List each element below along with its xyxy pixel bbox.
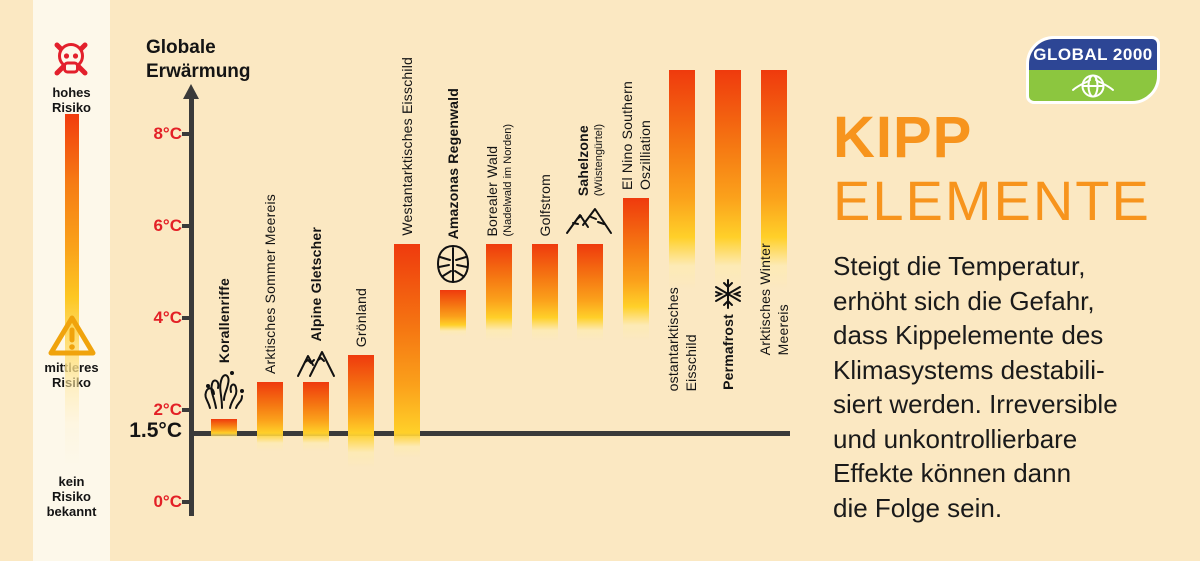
bar-sahelzone [577, 244, 603, 341]
bar-label-line: El Nino Southern [619, 80, 635, 190]
bar-label-el-nino-southern-oszilliation: El Nino Southern Oszilliation [618, 81, 654, 190]
snowflake-icon [712, 278, 744, 315]
y-tick-4 [182, 316, 189, 320]
y-tick-6 [182, 224, 189, 228]
y-tick-label-2: 2°C [153, 400, 182, 419]
bar-label-amazonas-regenwald: Amazonas Regenwald [444, 88, 462, 239]
bar-label-line: Oszilliation [637, 119, 653, 190]
risk-gradient-bar [65, 114, 79, 466]
bar-label-korallenriffe: Korallenriffe [215, 278, 233, 363]
bar-label-ostantarktisches-eisschild: ostantarktisches Eisschild [664, 287, 700, 391]
bar-label-line: Arktisches Winter [757, 243, 773, 356]
bar-label-line: Arktisches Sommer Meereis [262, 193, 278, 374]
bar-label-line: Korallenriffe [216, 277, 232, 363]
bar-label-alpine-gletscher: Alpine Gletscher [307, 227, 325, 341]
bar-alpine-gletscher [303, 382, 329, 451]
headline-elemente: ELEMENTE [833, 169, 1151, 232]
skull-crossbones-icon [48, 36, 94, 87]
monstera-leaf-icon [435, 244, 471, 289]
bar-label-borealer-wald: Borealer Wald (Nadelwald im Norden) [483, 124, 516, 237]
bar-label-golfstrom: Golfstrom [536, 174, 554, 236]
bar-label-line: Borealer Wald [484, 145, 500, 236]
bar-label-line: Amazonas Regenwald [445, 87, 461, 239]
y-tick-0 [182, 500, 189, 504]
bar-label-arktisches-sommer-meereis: Arktisches Sommer Meereis [261, 194, 279, 374]
risk-none-label: kein Risiko bekannt [46, 474, 97, 519]
logo-wordmark: GLOBAL 2000 [1029, 39, 1157, 70]
baseline-label: 1.5°C [129, 419, 182, 442]
desert-dunes-icon [565, 201, 615, 244]
bar-label-sahelzone: Sahelzone (Wüstengürtel) [574, 124, 607, 196]
risk-high-label: hohes Risiko [51, 85, 91, 115]
baseline-1-5-degrees [189, 431, 790, 436]
bar-label-sub: (Wüstengürtel) [593, 123, 605, 196]
chart-title: Globale Erwärmung [146, 37, 251, 82]
bar-label-line: Westantarktisches Eisschild [399, 57, 415, 236]
y-tick-label-4: 4°C [153, 308, 182, 327]
y-tick-label-8: 8°C [153, 124, 182, 143]
global-2000-logo: GLOBAL 2000 [1026, 36, 1160, 104]
warning-triangle-icon [47, 313, 97, 363]
y-tick-8 [182, 132, 189, 136]
bar-label-sub: (Nadelwald im Norden) [502, 123, 514, 237]
y-tick-2 [182, 408, 189, 412]
bar-amazonas-regenwald [440, 290, 466, 336]
bar-gr-nland [348, 355, 374, 468]
bar-label-permafrost: Permafrost [719, 314, 737, 390]
y-axis-arrow-icon [183, 84, 199, 99]
bar-korallenriffe [211, 419, 237, 440]
body-text: Steigt die Temperatur, erhöht sich die G… [833, 251, 1118, 523]
mountain-icon [296, 346, 336, 383]
bar-permafrost [715, 70, 741, 290]
coral-icon [202, 368, 246, 415]
bar-label-line: Grönland [353, 287, 369, 347]
logo-text: GLOBAL 2000 [1033, 44, 1153, 64]
bar-el-nino-southern-oszilliation [623, 198, 649, 341]
y-axis [189, 96, 194, 516]
y-tick-label-6: 6°C [153, 216, 182, 235]
globe-icon [1029, 70, 1157, 101]
bar-label-line: Eisschild [683, 334, 699, 392]
headline-kipp: KIPP [833, 105, 973, 170]
bar-label-line: ostantarktisches [665, 287, 681, 392]
bar-ostantarktisches-eisschild [669, 70, 695, 290]
bar-label-arktisches-winter-meereis: Arktisches Winter Meereis [756, 243, 792, 355]
bar-westantarktisches-eisschild [394, 244, 420, 458]
bar-arktisches-winter-meereis [761, 70, 787, 290]
bar-label-line: Alpine Gletscher [308, 226, 324, 341]
y-tick-label-0: 0°C [153, 492, 182, 511]
bar-label-line: Golfstrom [537, 173, 553, 236]
bar-label-line: Meereis [775, 304, 791, 356]
bar-label-line: Sahelzone [575, 124, 591, 196]
bar-golfstrom [532, 244, 558, 341]
bar-borealer-wald [486, 244, 512, 341]
bar-label-westantarktisches-eisschild: Westantarktisches Eisschild [398, 57, 416, 236]
bar-label-line: Permafrost [720, 314, 736, 390]
bar-arktisches-sommer-meereis [257, 382, 283, 451]
bar-label-gr-nland: Grönland [352, 288, 370, 347]
